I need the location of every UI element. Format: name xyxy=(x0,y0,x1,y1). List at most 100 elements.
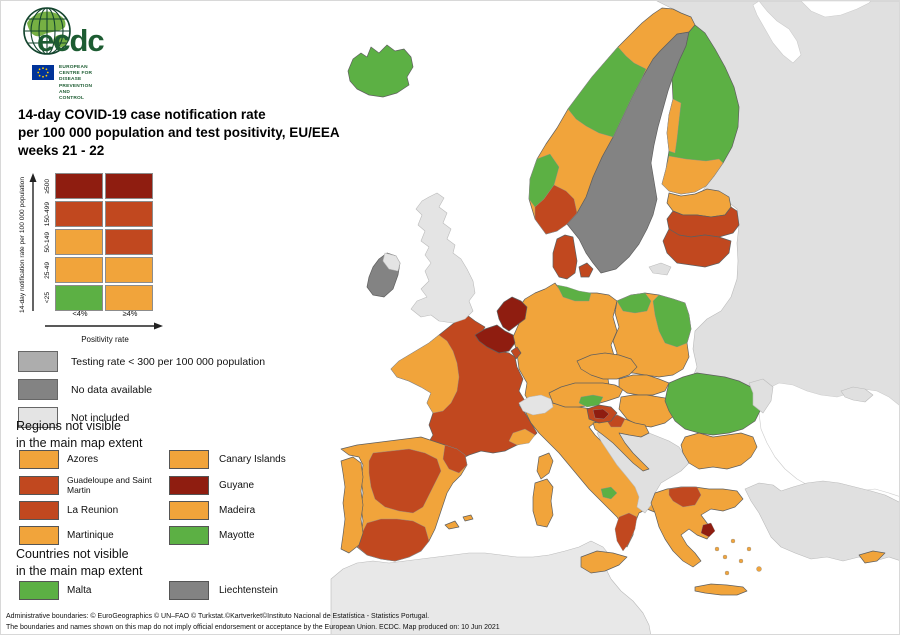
map-region-norway-agder xyxy=(534,184,578,235)
countries-heading-line2: in the main map extent xyxy=(16,563,143,578)
map-region-croatia-northwest xyxy=(606,414,626,428)
region-swatch-martinique xyxy=(19,526,59,546)
map-region-crimea xyxy=(840,386,874,403)
low-testing-swatch xyxy=(18,351,58,372)
region-label-canary-islands: Canary Islands xyxy=(219,454,286,465)
map-region-crete xyxy=(694,583,748,596)
map-region-belgium xyxy=(474,324,516,354)
map-region-bulgaria xyxy=(680,432,758,470)
logo-text-line2: DISEASE PREVENTION xyxy=(59,77,93,89)
ecdc-logo-text: EUROPEAN CENTRE FOR DISEASE PREVENTION A… xyxy=(59,65,92,102)
map-region-finland-west-coast xyxy=(666,98,682,154)
region-label-guyane: Guyane xyxy=(219,479,255,491)
map-title-line3: weeks 21 - 22 xyxy=(18,142,105,158)
matrix-cell xyxy=(105,257,153,283)
matrix-row: 150-499 xyxy=(41,201,153,227)
map-region-croatia xyxy=(592,414,650,472)
legend-item-no-data: No data available xyxy=(18,379,265,400)
country-swatch-malta xyxy=(19,581,59,600)
map-region-greece-north xyxy=(668,486,702,508)
matrix-y-axis-arrow-icon xyxy=(29,173,37,311)
matrix-column-labels: <4% ≥4% xyxy=(55,309,155,318)
map-region-slovakia xyxy=(618,374,670,396)
eu-flag-icon xyxy=(32,65,54,80)
matrix-x-axis-label: Positivity rate xyxy=(81,335,129,344)
map-region-poland-northwest xyxy=(616,292,652,314)
map-region-czechia xyxy=(576,352,638,380)
region-swatch-madeira xyxy=(169,501,209,521)
matrix-cell xyxy=(55,201,103,227)
map-region-greece xyxy=(650,486,744,568)
logo-text-line3: AND CONTROL xyxy=(59,89,85,102)
map-region-spain-catalonia xyxy=(442,444,468,474)
map-region-france-paca xyxy=(508,428,536,446)
regions-section-heading: Regions not visible in the main map exte… xyxy=(16,418,142,452)
map-region-poland-northeast xyxy=(652,294,692,348)
matrix-row: 25-49 xyxy=(41,257,153,283)
legend-key-items: Testing rate < 300 per 100 000 populatio… xyxy=(18,351,265,435)
matrix-cell xyxy=(105,201,153,227)
map-region-turkey xyxy=(744,480,899,562)
no-data-label: No data available xyxy=(71,383,153,396)
map-footer: Administrative boundaries: © EuroGeograp… xyxy=(6,612,500,634)
matrix-y-axis-label: 14-day notification rate per 100 000 pop… xyxy=(19,177,26,314)
regions-heading-line2: in the main map extent xyxy=(16,435,143,450)
map-region-kaliningrad xyxy=(648,262,672,276)
region-label-la-reunion: La Reunion xyxy=(67,505,119,517)
matrix-row-label: 150-499 xyxy=(43,201,51,227)
map-white-sea xyxy=(752,1,802,64)
map-region-denmark xyxy=(552,234,578,280)
region-swatch-mayotte xyxy=(169,526,209,546)
map-region-italy-molise xyxy=(600,486,618,500)
map-region-balearic-islands xyxy=(444,514,474,530)
matrix-col-label-lt4: <4% xyxy=(72,309,88,318)
map-region-denmark-islands xyxy=(578,262,594,278)
countries-heading-line1: Countries not visible xyxy=(16,547,129,561)
map-region-corsica xyxy=(536,452,554,480)
region-swatch-guyane xyxy=(169,475,209,495)
region-swatch-guadeloupe xyxy=(19,475,59,495)
map-region-slovenia-core xyxy=(592,408,610,420)
country-swatch-liechtenstein xyxy=(169,581,209,600)
map-region-sicily xyxy=(580,550,628,574)
matrix-cell xyxy=(55,285,103,311)
map-region-luxembourg xyxy=(510,346,522,360)
not-included-swatch xyxy=(18,407,58,428)
matrix-row: 50-149 xyxy=(41,229,153,255)
matrix-cell xyxy=(55,257,103,283)
map-region-moldova xyxy=(748,378,774,414)
map-region-italy-calabria xyxy=(614,512,638,552)
map-region-iceland xyxy=(347,44,414,98)
countries-section-heading: Countries not visible in the main map ex… xyxy=(16,546,142,580)
matrix-row-label: ≥500 xyxy=(43,178,51,194)
ecdc-globe-icon xyxy=(23,7,71,55)
map-region-spain-central xyxy=(368,448,442,514)
map-region-cyprus xyxy=(858,550,886,564)
map-region-north-africa xyxy=(330,540,651,634)
map-region-norway-nordland xyxy=(567,46,647,138)
ecdc-wordmark: ecdc xyxy=(37,23,105,58)
map-region-aegean-islands xyxy=(714,538,762,576)
region-label-madeira: Madeira xyxy=(219,505,256,517)
matrix-x-axis-arrow-icon xyxy=(45,322,163,330)
map-region-lithuania xyxy=(662,228,732,268)
map-region-united-kingdom xyxy=(410,192,476,324)
matrix-row: ≥500 xyxy=(41,173,153,199)
region-swatch-la-reunion xyxy=(19,501,59,521)
map-title: 14-day COVID-19 case notification rate p… xyxy=(18,106,340,159)
footer-attribution-line: Administrative boundaries: © EuroGeograp… xyxy=(6,613,430,620)
matrix-cell xyxy=(105,229,153,255)
region-label-azores: Azores xyxy=(67,454,99,465)
region-label-guadeloupe: Guadeloupe and Saint Martin xyxy=(67,475,152,496)
region-label-mayotte: Mayotte xyxy=(219,530,255,542)
map-region-finland-south xyxy=(661,155,724,195)
matrix-row-label: <25 xyxy=(43,292,51,304)
matrix-row-label: 50-149 xyxy=(43,231,51,253)
matrix-cell xyxy=(105,285,153,311)
matrix-grid: ≥500 150-499 50-149 25-49 <25 xyxy=(41,173,153,313)
map-region-northern-ireland xyxy=(382,252,401,272)
map-region-france-west xyxy=(390,334,460,414)
footer-disclaimer-line: The boundaries and names shown on this m… xyxy=(6,623,500,631)
